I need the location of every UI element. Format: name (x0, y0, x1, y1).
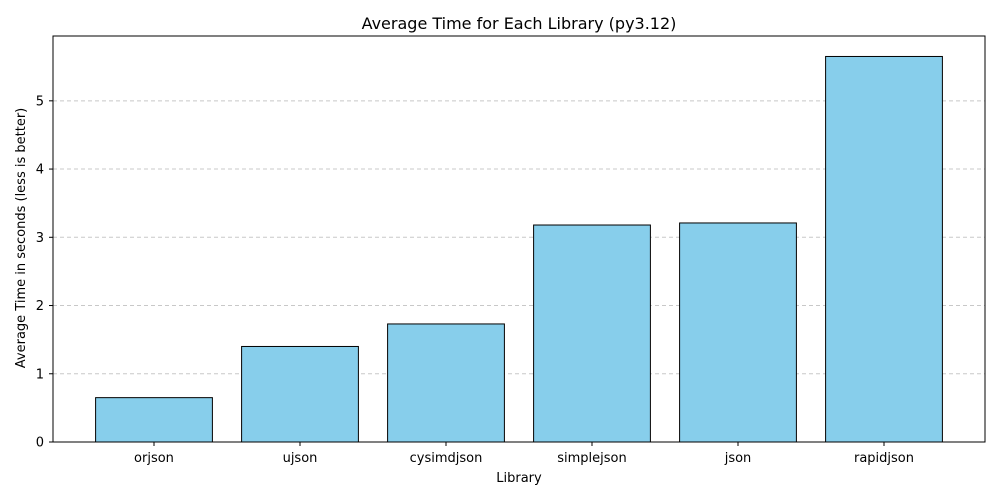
y-tick-label: 0 (36, 436, 44, 451)
y-tick-label: 5 (36, 94, 44, 109)
y-tick-label: 1 (36, 367, 44, 382)
bar-simplejson (533, 224, 651, 443)
x-axis-label: Library (496, 471, 542, 486)
chart-title: Average Time for Each Library (py3.12) (362, 14, 677, 33)
x-axis-ticks: orjson ujson cysimdjson simplejson json rapid… (134, 442, 914, 466)
y-tick-label: 2 (36, 299, 44, 314)
bar-ujson (241, 345, 359, 443)
bar-json (679, 222, 797, 443)
y-tick-label: 4 (36, 163, 44, 178)
x-tick-label: ujson (283, 451, 318, 466)
x-tick-label: cysimdjson (410, 451, 483, 466)
x-tick-label: rapidjson (854, 451, 914, 466)
bar-cysimdjson (387, 323, 505, 443)
x-tick-label: simplejson (557, 451, 627, 466)
bar-orjson (95, 397, 213, 443)
y-axis-ticks: 0 1 2 3 4 5 (36, 94, 53, 451)
x-tick-label: orjson (134, 451, 174, 466)
x-tick-label: json (724, 451, 752, 466)
plot-frame (52, 35, 986, 443)
bars (95, 55, 943, 443)
y-tick-label: 3 (36, 231, 44, 246)
bar-rapidjson (825, 55, 943, 443)
grid-lines (53, 100, 985, 375)
y-axis-label: Average Time in seconds (less is better) (14, 108, 29, 368)
